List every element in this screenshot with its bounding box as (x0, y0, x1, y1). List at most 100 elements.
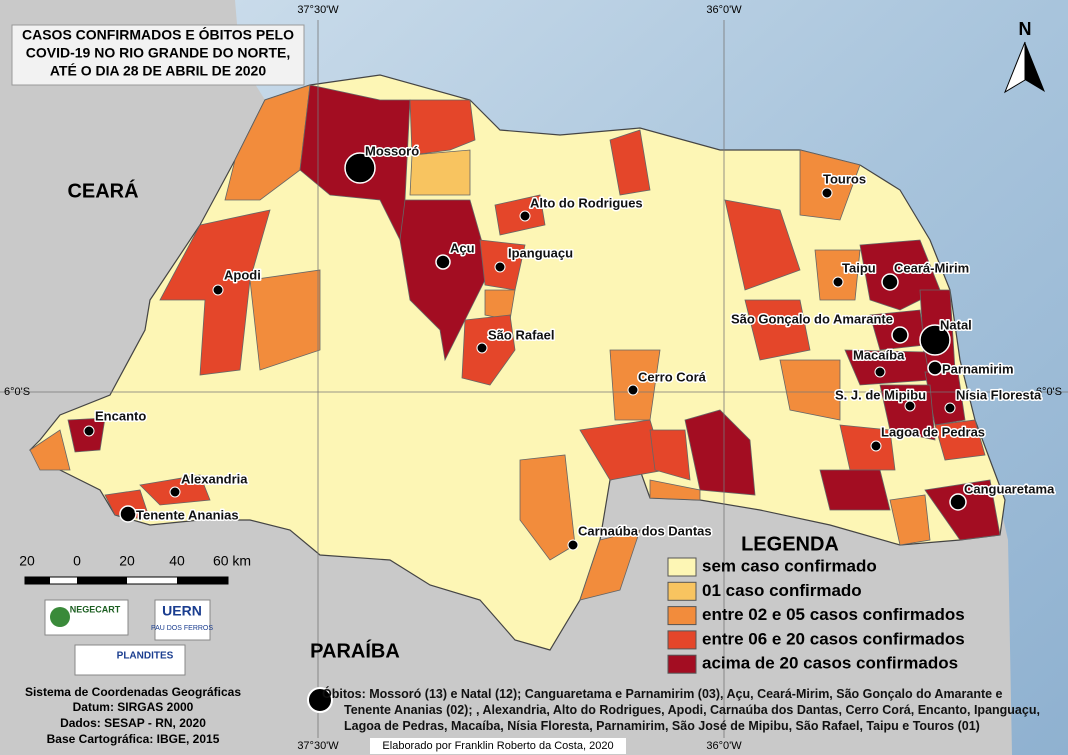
city-dot (881, 273, 899, 291)
metadata: Dados: SESAP - RN, 2020 (60, 716, 206, 730)
logo-text: UERN (162, 603, 202, 619)
logo-text: NEGECART (70, 604, 121, 614)
city-label: São Rafael (488, 327, 554, 342)
municipality (409, 99, 476, 156)
municipality (799, 149, 861, 221)
city-dot (169, 486, 181, 498)
legend-swatch (667, 654, 697, 674)
city-dot (83, 425, 95, 437)
municipality (814, 249, 861, 301)
logo-text: PLANDITES (117, 651, 174, 662)
city-label: Mossoró (365, 143, 419, 158)
municipality (924, 479, 1001, 541)
municipality (104, 489, 151, 521)
logo-text: PAU DOS FERROS (151, 625, 213, 632)
city-dot (821, 187, 833, 199)
city-label: Touros (823, 171, 866, 186)
city-dot (949, 493, 967, 511)
municipality (409, 149, 471, 196)
municipality (879, 384, 936, 441)
city-dot (476, 342, 488, 354)
city-label: S. J. de Mipibu (835, 387, 926, 402)
north-arrow (1025, 42, 1045, 92)
title: ATÉ O DIA 28 DE ABRIL DE 2020 (50, 63, 266, 79)
legend-swatch (667, 581, 697, 601)
municipality (579, 529, 641, 601)
city-label: Natal (940, 317, 972, 332)
credit: Elaborado por Franklin Roberto da Costa,… (382, 740, 613, 752)
municipality (609, 129, 651, 196)
metadata: Datum: SIRGAS 2000 (73, 700, 194, 714)
city-label: Carnaúba dos Dantas (578, 523, 712, 538)
municipality (934, 419, 986, 461)
legend-label: entre 02 e 05 casos confirmados (702, 605, 965, 624)
city-label: Encanto (95, 408, 146, 423)
city-label: Alto do Rodrigues (530, 195, 643, 210)
title: CASOS CONFIRMADOS E ÓBITOS PELO (22, 26, 294, 43)
city-label: Açu (450, 240, 475, 255)
legend-swatch (667, 557, 697, 577)
city-dot (944, 402, 956, 414)
city-label: Cerro Corá (638, 369, 707, 384)
scale-label: 60 km (213, 553, 251, 569)
coord-label: 6°0'S (4, 386, 30, 398)
legend-swatch (667, 606, 697, 626)
scale-label: 20 (119, 553, 135, 569)
scale-segment (25, 577, 50, 584)
legend-label: sem caso confirmado (702, 556, 877, 575)
scale-label: 40 (169, 553, 185, 569)
coord-label: 36°0'W (706, 4, 742, 16)
scale-bar (24, 576, 229, 585)
coord-label: 6°0'S (1036, 386, 1062, 398)
coord-label: 37°30'W (297, 740, 339, 752)
municipality (819, 469, 891, 511)
municipality (484, 289, 516, 321)
city-label: Taipu (842, 260, 876, 275)
municipality (399, 199, 491, 362)
city-label: Macaíba (853, 347, 905, 362)
municipality (724, 199, 801, 291)
credit-box (370, 738, 626, 754)
cities: Mossoró Açu Ipanguaçu Alto do Rodrigues Apod… (83, 142, 1057, 551)
city-label: Lagoa de Pedras (881, 424, 985, 439)
legend-title: LEGENDA (741, 533, 839, 555)
municipality (889, 494, 931, 546)
city-label: Canguaretama (964, 481, 1055, 496)
city-dot (567, 539, 579, 551)
city-label: Alexandria (181, 471, 248, 486)
title-box (11, 24, 305, 86)
municipality (249, 269, 321, 371)
scale-label: 0 (73, 553, 81, 569)
legend-swatch (667, 630, 697, 650)
city-label: Nísia Floresta (956, 387, 1042, 402)
city-dot (927, 360, 943, 376)
scale-segment (77, 577, 127, 584)
municipality (744, 299, 811, 361)
city-dot (891, 326, 909, 344)
north-label: N (1019, 19, 1032, 39)
state-label: CEARÁ (67, 179, 138, 202)
city-label: Tenente Ananias (136, 507, 239, 522)
logo (154, 599, 211, 641)
city-dot (870, 440, 882, 452)
municipality (839, 424, 896, 471)
city-label: Ceará-Mirim (894, 260, 969, 275)
death-symbol (307, 687, 333, 713)
metadata: Sistema de Coordenadas Geográficas (25, 685, 241, 699)
city-label: Apodi (224, 267, 261, 282)
municipality (684, 409, 756, 496)
city-dot (904, 400, 916, 412)
city-dot (212, 284, 224, 296)
municipality (779, 359, 841, 421)
title: COVID-19 NO RIO GRANDE DO NORTE, (26, 45, 290, 61)
metadata: Base Cartográfica: IBGE, 2015 (47, 732, 220, 746)
legend-label: entre 06 e 20 casos confirmados (702, 629, 965, 648)
city-dot (119, 505, 137, 523)
city-dot (832, 276, 844, 288)
city-label: Parnamirim (942, 361, 1014, 376)
deaths-note: Óbitos: Mossoró (13) e Natal (12); Cangu… (322, 687, 1040, 733)
municipality (649, 429, 691, 481)
city-dot (919, 324, 951, 356)
